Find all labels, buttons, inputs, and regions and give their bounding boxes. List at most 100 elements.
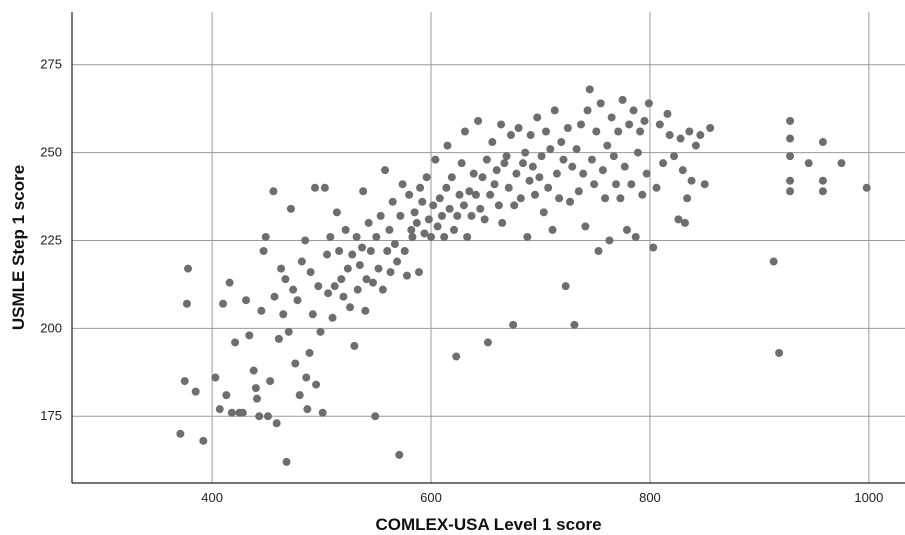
data-point [786, 116, 795, 125]
data-point [362, 275, 371, 284]
data-point [614, 127, 623, 136]
data-point [680, 218, 689, 227]
data-point [818, 187, 827, 196]
data-point [587, 155, 596, 164]
data-point [804, 159, 813, 168]
data-point [563, 123, 572, 132]
data-point [674, 215, 683, 224]
data-point [396, 211, 405, 220]
data-point [663, 109, 672, 118]
data-point [535, 173, 544, 182]
data-point [289, 285, 298, 294]
x-tick-label: 800 [639, 490, 661, 505]
data-point [570, 320, 579, 329]
data-point [390, 239, 399, 248]
data-point [402, 271, 411, 280]
data-point [442, 183, 451, 192]
data-point [358, 243, 367, 252]
data-point [422, 173, 431, 182]
y-tick-label: 275 [40, 57, 62, 72]
data-point [537, 152, 546, 161]
data-point [459, 201, 468, 210]
data-point [383, 247, 392, 256]
data-point [376, 211, 385, 220]
data-point [251, 384, 260, 393]
data-point [455, 190, 464, 199]
data-point [343, 264, 352, 273]
data-point [176, 429, 185, 438]
data-point [644, 99, 653, 108]
data-point [348, 250, 357, 259]
data-point [636, 127, 645, 136]
data-point [566, 197, 575, 206]
data-point [521, 148, 530, 157]
data-point [219, 299, 228, 308]
data-point [687, 176, 696, 185]
data-point [350, 341, 359, 350]
data-point [544, 183, 553, 192]
data-point [318, 408, 327, 417]
data-point [437, 211, 446, 220]
data-point [286, 204, 295, 213]
data-point [678, 166, 687, 175]
data-point [371, 412, 380, 421]
data-point [625, 120, 634, 129]
data-point [574, 187, 583, 196]
data-point [312, 380, 321, 389]
data-point [431, 155, 440, 164]
data-point [386, 268, 395, 277]
data-point [410, 208, 419, 217]
data-point [452, 352, 461, 361]
data-point [284, 327, 293, 336]
data-point [330, 282, 339, 291]
data-point [552, 169, 561, 178]
data-point [450, 225, 459, 234]
data-point [581, 222, 590, 231]
data-point [447, 173, 456, 182]
data-point [369, 278, 378, 287]
data-point [467, 211, 476, 220]
data-point [607, 113, 616, 122]
data-point [596, 99, 605, 108]
data-point [618, 95, 627, 104]
data-point [385, 225, 394, 234]
data-point [339, 292, 348, 301]
data-point [408, 232, 417, 241]
data-point [510, 201, 519, 210]
data-point [433, 222, 442, 231]
data-point [311, 183, 320, 192]
data-point [655, 120, 664, 129]
data-point [291, 359, 300, 368]
data-point [305, 348, 314, 357]
y-tick-label: 250 [40, 145, 62, 160]
data-point [541, 127, 550, 136]
y-tick-label: 200 [40, 320, 62, 335]
data-point [492, 166, 501, 175]
data-point [378, 285, 387, 294]
data-point [259, 247, 268, 256]
x-axis-label: COMLEX-USA Level 1 score [375, 515, 601, 534]
y-tick-label: 175 [40, 408, 62, 423]
data-point [706, 123, 715, 132]
data-point [225, 278, 234, 287]
data-point [818, 138, 827, 147]
data-point [364, 218, 373, 227]
data-point [471, 190, 480, 199]
data-point [277, 264, 286, 273]
data-point [400, 247, 409, 256]
data-point [395, 450, 404, 459]
data-point [474, 116, 483, 125]
data-point [862, 183, 871, 192]
data-point [548, 225, 557, 234]
data-point [559, 155, 568, 164]
data-point [609, 152, 618, 161]
data-point [282, 457, 291, 466]
data-point [440, 232, 449, 241]
data-point [638, 190, 647, 199]
data-point [518, 159, 527, 168]
data-point [683, 194, 692, 203]
data-point [341, 225, 350, 234]
data-point [594, 247, 603, 256]
data-point [215, 405, 224, 414]
